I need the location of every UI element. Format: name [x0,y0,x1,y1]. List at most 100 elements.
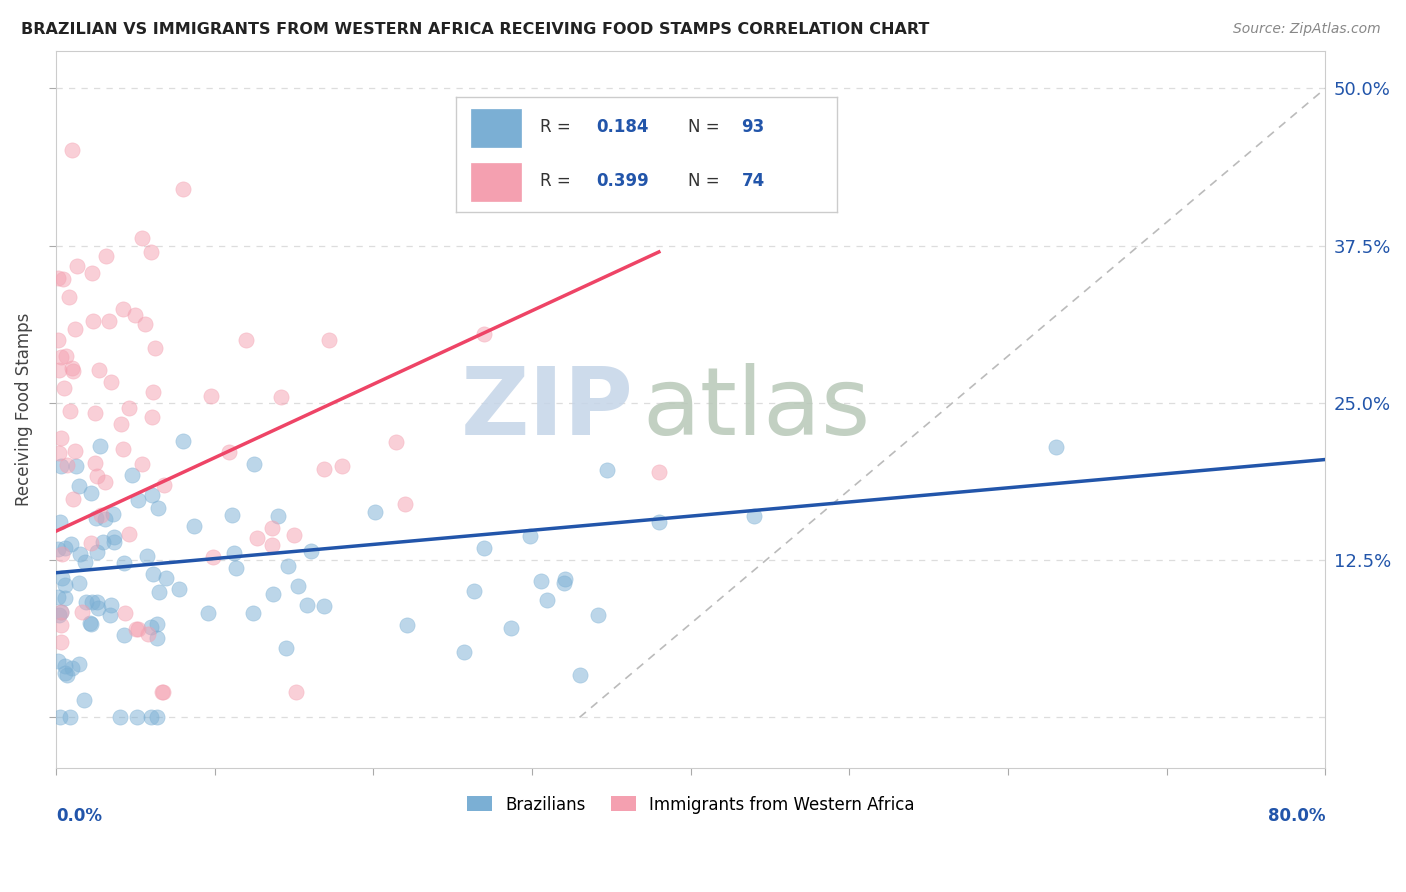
Point [499,621,522,635]
Point [197,606,219,620]
Point [112,556,135,570]
Point [287,579,309,593]
Point [312,461,335,475]
Point [59,710,82,724]
Point [72,693,94,707]
Point [80,486,103,500]
Point [139,710,162,724]
Point [453,645,475,659]
Point [277,559,299,574]
Point [125,622,148,636]
Point [91,534,114,549]
Point [262,587,284,601]
Point [60,361,83,376]
Point [202,549,225,564]
Point [364,505,387,519]
Point [142,384,165,399]
Point [52,271,75,285]
Point [295,598,318,612]
Point [141,410,163,425]
Point [46,590,69,604]
Point [60,661,83,675]
Point [312,599,335,614]
Point [90,508,112,522]
Point [127,492,149,507]
Point [530,574,553,588]
Point [148,584,170,599]
Point [67,657,90,672]
Point [385,435,408,450]
Point [48,446,70,460]
Point [141,488,163,502]
Point [110,417,132,431]
Point [553,576,575,591]
Point [75,595,97,609]
Point [134,317,156,331]
Point [80,616,103,631]
Text: 0.0%: 0.0% [56,807,101,825]
Point [69,547,91,561]
Point [267,509,290,524]
Point [153,478,176,492]
Text: 80.0%: 80.0% [1268,807,1326,825]
Point [318,334,340,348]
Point [48,710,70,724]
Point [65,322,87,336]
Point [395,618,418,632]
Point [84,406,107,420]
Point [131,230,153,244]
Point [108,710,131,724]
Point [330,458,353,473]
Point [72,605,94,619]
Point [46,271,69,285]
Point [218,445,240,459]
Point [94,249,117,263]
Point [59,403,82,417]
Point [152,685,174,699]
Point [131,457,153,471]
Point [145,342,167,356]
Point [49,431,72,445]
Point [49,350,72,364]
Point [48,363,70,377]
Point [472,541,495,555]
Point [519,529,541,543]
Point [53,541,76,555]
Point [98,607,121,622]
Point [200,389,222,403]
Point [472,326,495,341]
Point [146,710,169,724]
Point [53,381,76,395]
Point [146,617,169,632]
Point [65,458,87,473]
Point [80,595,103,609]
Point [86,545,108,559]
Point [83,456,105,470]
Point [299,544,322,558]
Legend: Brazilians, Immigrants from Western Africa: Brazilians, Immigrants from Western Afri… [460,789,921,821]
Point [87,363,110,377]
Point [648,516,671,530]
Y-axis label: Receiving Food Stamps: Receiving Food Stamps [15,312,32,506]
Point [49,617,72,632]
Point [62,492,84,507]
Text: Source: ZipAtlas.com: Source: ZipAtlas.com [1233,22,1381,37]
Point [79,616,101,631]
Point [146,631,169,645]
Point [66,259,89,273]
Point [283,528,305,542]
Point [136,627,159,641]
Point [49,458,72,473]
Point [49,515,72,529]
Point [53,666,76,681]
Point [242,457,264,471]
Point [73,555,96,569]
Point [569,668,592,682]
Point [53,578,76,592]
Point [53,658,76,673]
Point [142,567,165,582]
Point [84,510,107,524]
Point [172,434,194,448]
Point [60,143,83,157]
Point [86,468,108,483]
